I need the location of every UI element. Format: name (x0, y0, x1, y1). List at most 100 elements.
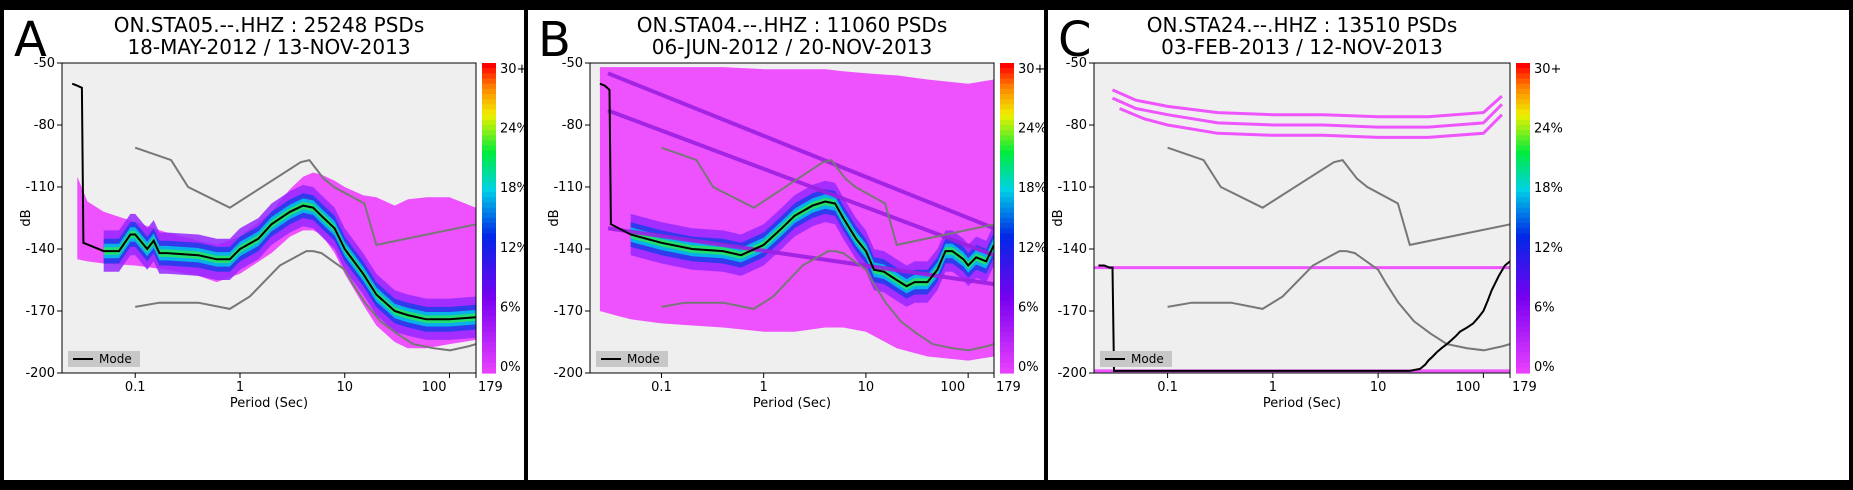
colorbar-segment (482, 352, 496, 359)
colorbar-label: 30+ (500, 62, 524, 77)
nlnm-line (1167, 250, 1510, 352)
colorbar-segment (482, 176, 496, 183)
psd-streak-line (607, 226, 994, 287)
colorbar-segment (1516, 326, 1530, 333)
colorbar-segment (1000, 238, 1014, 245)
colorbar-segment (1000, 233, 1014, 240)
colorbar-segment (1516, 63, 1530, 69)
colorbar-segment (1000, 347, 1014, 353)
chart-title: ON.STA05.--.HHZ : 25248 PSDs (114, 13, 425, 37)
colorbar-segment (1516, 254, 1530, 260)
colorbar-segment (482, 326, 496, 333)
colorbar-segment (1516, 357, 1530, 364)
colorbar-segment (1516, 305, 1530, 312)
x-tick-label: 0.1 (1157, 380, 1178, 395)
colorbar-segment (482, 218, 496, 224)
psd-streak-line (1119, 107, 1503, 139)
plot-area (599, 67, 994, 361)
chart-subtitle: 06-JUN-2012 / 20-NOV-2013 (652, 35, 933, 59)
colorbar-segment (482, 305, 496, 312)
colorbar-segment (482, 161, 496, 167)
colorbar-segment (1516, 202, 1530, 209)
nlnm-line (135, 250, 476, 352)
chart-subtitle: 18-MAY-2012 / 13-NOV-2013 (127, 35, 410, 59)
colorbar-segment (1516, 187, 1530, 193)
colorbar-segment (482, 285, 496, 291)
colorbar-segment (1000, 218, 1014, 224)
colorbar-segment (482, 207, 496, 214)
nhnm-line (134, 146, 476, 247)
colorbar-segment (1000, 280, 1014, 286)
y-tick-label: -140 (25, 242, 55, 257)
colorbar-segment (1516, 264, 1530, 271)
colorbar-segment (1000, 94, 1014, 100)
legend-mode-label: Mode (627, 352, 660, 366)
y-tick-label: -200 (553, 366, 583, 381)
colorbar-segment (482, 300, 496, 307)
colorbar-segment (482, 254, 496, 260)
colorbar-segment (1516, 290, 1530, 297)
colorbar-segment (482, 125, 496, 131)
y-tick-label: -110 (25, 180, 55, 195)
colorbar-segment (1516, 73, 1530, 80)
colorbar-segment (1000, 192, 1014, 198)
colorbar-segment (1000, 197, 1014, 204)
colorbar-segment (1000, 207, 1014, 214)
x-tick-label: 100 (422, 380, 447, 395)
colorbar-segment (482, 233, 496, 240)
colorbar-segment (1000, 331, 1014, 338)
colorbar-segment (1516, 238, 1530, 245)
y-axis-label: dB (547, 209, 562, 226)
y-axis-label: dB (19, 209, 34, 226)
plot-frame (1093, 62, 1511, 374)
colorbar-segment (1000, 119, 1014, 126)
y-tick-label: -110 (1057, 180, 1087, 195)
y-tick-label: -170 (1057, 304, 1087, 319)
colorbar-segment (1516, 119, 1530, 126)
colorbar-segment (482, 88, 496, 95)
y-tick-label: -140 (553, 242, 583, 257)
colorbar-segment (1000, 166, 1014, 173)
colorbar-segment (1000, 342, 1014, 348)
colorbar-segment (1516, 336, 1530, 343)
colorbar-segment (1516, 94, 1530, 100)
y-tick-label: -200 (1057, 366, 1087, 381)
colorbar-segment (1516, 192, 1530, 198)
plot-area (1094, 88, 1510, 373)
nlnm-line (661, 250, 994, 352)
colorbar-segment (1516, 166, 1530, 173)
colorbar-segment (1516, 223, 1530, 229)
colorbar-segment (1000, 295, 1014, 302)
colorbar-segment (1516, 125, 1530, 131)
colorbar-segment (1516, 285, 1530, 291)
colorbar-segment (482, 357, 496, 364)
colorbar-segment (482, 73, 496, 80)
colorbar-segment (482, 331, 496, 338)
colorbar-segment (482, 83, 496, 90)
colorbar-segment (1516, 331, 1530, 338)
colorbar-segment (1516, 243, 1530, 250)
colorbar-segment (1516, 104, 1530, 111)
psd-streak-line (607, 71, 994, 231)
legend-mode-label: Mode (1131, 352, 1164, 366)
colorbar-segment (1000, 352, 1014, 359)
colorbar-segment (1516, 83, 1530, 90)
colorbar-segment (482, 156, 496, 162)
colorbar-segment (482, 99, 496, 105)
colorbar-segment (1000, 274, 1014, 281)
colorbar-segment (1516, 88, 1530, 95)
mode-line (599, 82, 994, 288)
colorbar-segment (1516, 156, 1530, 162)
colorbar-segment (1000, 181, 1014, 188)
colorbar-segment (1000, 73, 1014, 80)
psd-streak-line (1111, 88, 1503, 119)
colorbar-segment (1516, 176, 1530, 183)
colorbar-segment (1516, 342, 1530, 348)
colorbar-segment (1000, 140, 1014, 147)
y-tick-label: -80 (34, 118, 55, 133)
colorbar-segment (1000, 83, 1014, 90)
colorbar-segment (1000, 362, 1014, 369)
colorbar-segment (482, 228, 496, 235)
colorbar-segment (1516, 218, 1530, 224)
y-tick-label: -110 (553, 180, 583, 195)
